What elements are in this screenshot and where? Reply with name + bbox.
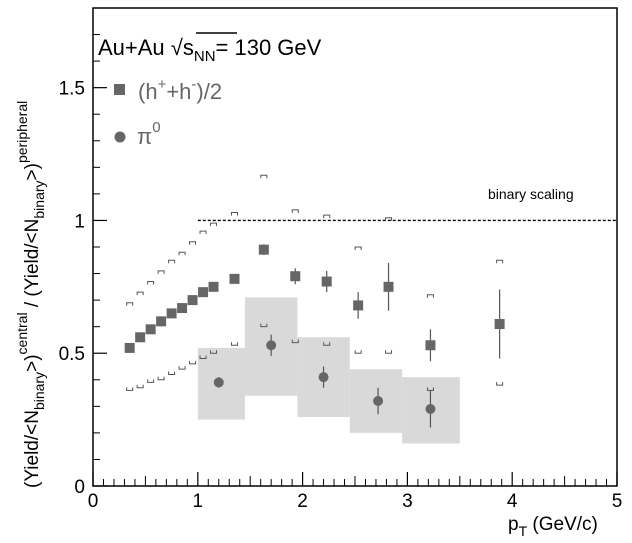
hadron-sys-low-bracket <box>496 382 504 386</box>
hadron-point <box>321 276 332 287</box>
collision-system-label: Au+Au √sNN= 130 GeV <box>98 35 322 65</box>
hadron-sys-low-bracket <box>199 355 207 360</box>
legend-hadron-marker <box>114 84 125 95</box>
hadron-sys-low-bracket <box>189 360 197 365</box>
hadron-point <box>425 340 436 351</box>
hadron-sys-high-bracket <box>126 302 134 306</box>
hadron-sys-high-bracket <box>147 281 155 285</box>
hadron-sys-low-bracket <box>291 339 299 344</box>
pi0-point <box>266 340 277 351</box>
x-tick-label: 5 <box>612 491 623 512</box>
hadron-sys-high-bracket <box>157 270 165 274</box>
pi0-point <box>318 372 329 383</box>
hadron-sys-low-bracket <box>147 379 155 383</box>
legend-pi0-marker <box>114 131 126 143</box>
hadron-sys-high-bracket <box>168 259 176 264</box>
hadron-point <box>290 271 301 282</box>
hadron-sys-high-bracket <box>210 222 218 227</box>
binary-scaling-label: binary scaling <box>488 186 574 202</box>
hadron-point <box>494 319 505 330</box>
hadron-sys-low-bracket <box>354 350 362 354</box>
hadron-sys-high-bracket <box>178 251 186 256</box>
hadron-point <box>145 324 156 335</box>
hadron-sys-low-bracket <box>230 342 238 346</box>
x-axis-title: pT (GeV/c) <box>508 514 598 539</box>
hadron-point <box>156 316 167 327</box>
hadron-sys-low-bracket <box>157 376 165 381</box>
hadron-sys-high-bracket <box>323 214 331 219</box>
y-tick-label: 1 <box>74 211 85 232</box>
hadron-sys-low-bracket <box>168 371 176 375</box>
x-tick-label: 3 <box>402 491 413 512</box>
axis-ticks <box>92 34 618 487</box>
pi0-point <box>373 396 384 407</box>
hadron-point <box>135 332 146 343</box>
hadron-sys-high-bracket <box>385 217 393 221</box>
hadron-sys-high-bracket <box>354 246 362 250</box>
hadron-point <box>198 287 209 298</box>
pi0-point <box>213 377 224 388</box>
tick-labels: 0 1 2 3 4 5 0 0.5 1 1.5 <box>59 79 623 512</box>
hadron-sys-high-bracket <box>260 174 268 179</box>
hadron-sys-low-bracket <box>260 323 268 328</box>
pi0-point <box>425 403 436 414</box>
y-tick-label: 0 <box>74 477 85 498</box>
data-markers <box>124 244 505 414</box>
x-tick-label: 4 <box>507 491 518 512</box>
hadron-systematic-brackets <box>126 174 504 391</box>
pi0-systematic-bands <box>197 297 460 444</box>
hadron-sys-high-bracket <box>189 241 197 245</box>
hadron-point <box>208 281 219 292</box>
legend-pi0-label: π0 <box>137 119 161 149</box>
hadron-sys-high-bracket <box>496 259 504 264</box>
y-axis-title: (Yield/<Nbinary>)central / (Yield/<Nbina… <box>14 101 47 488</box>
y-tick-label: 1.5 <box>59 79 85 100</box>
y-tick-label: 0.5 <box>59 344 85 365</box>
hadron-point <box>166 308 177 319</box>
hadron-point <box>258 244 269 255</box>
hadron-sys-high-bracket <box>291 209 299 213</box>
hadron-point <box>229 273 240 284</box>
hadron-sys-low-bracket <box>323 342 331 346</box>
hadron-point <box>353 300 364 311</box>
x-tick-label: 2 <box>297 491 308 512</box>
hadron-point <box>124 342 135 353</box>
hadron-sys-high-bracket <box>199 230 207 235</box>
hadron-sys-low-bracket <box>126 387 134 391</box>
hadron-sys-high-bracket <box>136 291 144 296</box>
x-tick-label: 1 <box>193 491 204 512</box>
hadron-point <box>177 303 188 314</box>
hadron-point <box>383 281 394 292</box>
hadron-sys-low-bracket <box>210 350 218 354</box>
x-tick-label: 0 <box>88 491 99 512</box>
legend-hadron-label: (h++h-)/2 <box>138 76 222 104</box>
hadron-point <box>187 295 198 306</box>
hadron-sys-high-bracket <box>230 211 238 216</box>
hadron-sys-low-bracket <box>136 384 144 389</box>
hadron-sys-high-bracket <box>426 294 434 298</box>
hadron-sys-low-bracket <box>385 350 393 354</box>
hadron-sys-low-bracket <box>178 366 186 370</box>
